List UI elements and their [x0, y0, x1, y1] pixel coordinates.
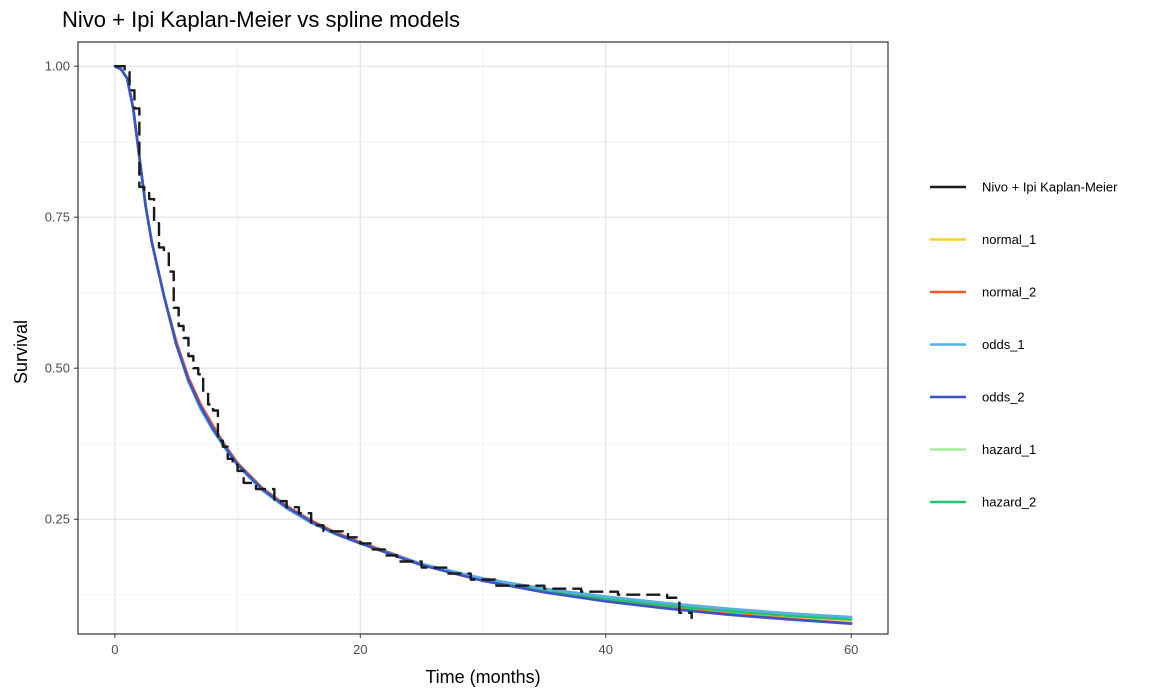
series-line-nivo-ipi-kaplan-meier	[114, 64, 693, 619]
legend-label-hazard-2: hazard_2	[982, 495, 1036, 510]
legend-label-hazard-1: hazard_1	[982, 442, 1036, 457]
x-tick-label: 60	[844, 642, 858, 657]
y-axis: 0.25 0.50 0.75 1.00	[45, 59, 78, 527]
chart-title: Nivo + Ipi Kaplan-Meier vs spline models	[62, 7, 460, 32]
x-axis: 0 20 40 60	[111, 634, 858, 657]
grid-minor	[78, 42, 888, 634]
x-axis-title: Time (months)	[425, 667, 540, 687]
y-axis-title: Survival	[11, 320, 31, 384]
legend: Nivo + Ipi Kaplan-Meier normal_1 normal_2o…	[930, 180, 1118, 510]
legend-label-odds-1: odds_1	[982, 337, 1025, 352]
x-tick-label: 20	[353, 642, 367, 657]
y-tick-label: 1.00	[45, 59, 70, 74]
x-tick-label: 0	[111, 642, 118, 657]
x-tick-label: 40	[598, 642, 612, 657]
plot-border	[77, 41, 889, 635]
legend-label-nivo-ipi-kaplan-meier: Nivo + Ipi Kaplan-Meier	[982, 180, 1118, 195]
y-tick-label: 0.75	[45, 210, 70, 225]
legend-label-normal-1: normal_1	[982, 232, 1036, 247]
grid-major	[78, 42, 888, 634]
y-tick-label: 0.50	[45, 361, 70, 376]
legend-label-normal-2: normal_2	[982, 285, 1036, 300]
y-tick-label: 0.25	[45, 512, 70, 527]
series-layer	[113, 64, 853, 626]
legend-label-odds-2: odds_2	[982, 390, 1025, 405]
